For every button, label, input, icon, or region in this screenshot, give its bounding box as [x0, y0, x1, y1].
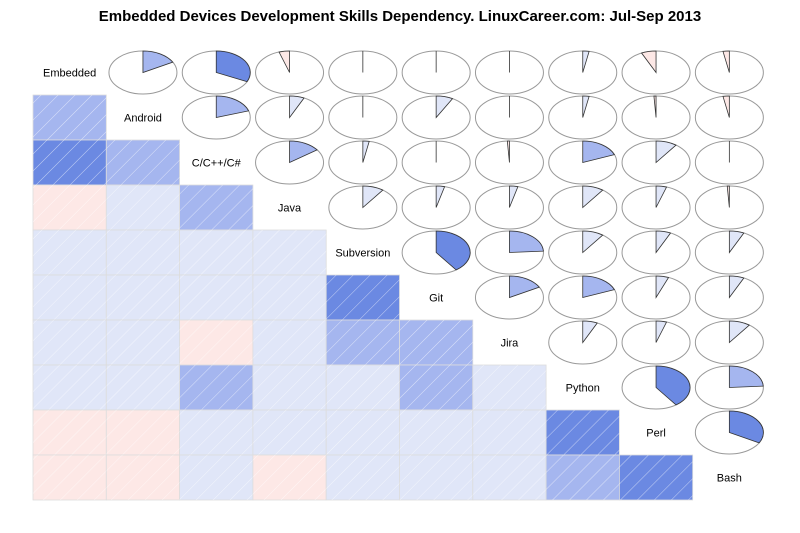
pie-slice	[728, 410, 764, 444]
shade-hatch	[326, 455, 400, 500]
shade-hatch	[326, 320, 400, 365]
pie-slice	[278, 50, 290, 73]
shade-hatch	[33, 365, 107, 410]
shade-hatch	[326, 365, 400, 410]
pie-slice	[289, 140, 318, 164]
shade-hatch	[106, 320, 180, 365]
pie-slice	[509, 275, 540, 299]
variable-label: Git	[429, 293, 443, 305]
variable-label: Jira	[501, 338, 520, 350]
pie-slice	[582, 230, 604, 254]
shade-hatch	[106, 140, 180, 185]
pie-slice	[362, 185, 384, 209]
shade-hatch	[33, 230, 107, 275]
pie-slice	[728, 230, 745, 254]
shade-hatch	[326, 275, 400, 320]
pie-slice	[655, 140, 677, 164]
shade-hatch	[252, 455, 327, 500]
shade-hatch	[399, 320, 473, 365]
pie-slice	[728, 320, 751, 344]
shade-hatch	[399, 455, 473, 500]
shade-hatch	[399, 410, 473, 455]
shade-hatch	[619, 455, 693, 500]
shade-hatch	[179, 365, 253, 410]
shade-hatch	[252, 275, 327, 320]
pie-slice	[582, 275, 615, 299]
pie-slice	[289, 95, 305, 119]
variable-label: Android	[124, 113, 162, 125]
shade-hatch	[326, 410, 400, 455]
pie-slice	[655, 320, 668, 343]
shade-hatch	[179, 410, 253, 455]
variable-label: Embedded	[43, 68, 96, 80]
shade-hatch	[106, 455, 180, 500]
shade-hatch	[179, 185, 253, 230]
pie-slice	[655, 230, 672, 254]
shade-hatch	[106, 365, 180, 410]
variable-label: Java	[278, 203, 302, 215]
shade-hatch	[33, 320, 107, 365]
shade-hatch	[179, 455, 253, 500]
shade-hatch	[472, 410, 547, 455]
chart-title: Embedded Devices Development Skills Depe…	[98, 8, 702, 25]
pie-slice	[509, 230, 544, 253]
shade-hatch	[33, 275, 107, 320]
pie-slice	[582, 185, 604, 209]
pie-slice	[142, 50, 174, 74]
pie-slice	[215, 95, 250, 118]
shade-hatch	[472, 365, 547, 410]
shade-hatch	[106, 275, 180, 320]
variable-label: Bash	[717, 473, 742, 485]
shade-hatch	[179, 320, 253, 365]
shade-hatch	[33, 185, 107, 230]
pie-slice	[728, 275, 745, 299]
pie-slice	[722, 50, 730, 73]
pie-slice	[655, 365, 691, 406]
shade-hatch	[106, 230, 180, 275]
shade-hatch	[33, 410, 107, 455]
pie-slice	[655, 185, 668, 208]
shade-hatch	[179, 275, 253, 320]
pie-slice	[640, 50, 657, 74]
pie-slice	[582, 95, 590, 118]
shade-hatch	[179, 230, 253, 275]
shade-hatch	[252, 320, 327, 365]
variable-label: Python	[566, 383, 600, 395]
variable-label: C/C++/C#	[192, 158, 242, 170]
shade-hatch	[472, 455, 547, 500]
shade-hatch	[399, 365, 473, 410]
pie-slice	[362, 140, 370, 163]
shade-hatch	[33, 95, 107, 140]
pie-slice	[582, 320, 598, 344]
shade-hatch	[106, 410, 180, 455]
pie-slice	[582, 140, 615, 164]
pie-slice	[728, 365, 764, 388]
shade-hatch	[252, 230, 327, 275]
pie-slice	[435, 230, 471, 271]
shade-hatch	[252, 365, 327, 410]
pie-slice	[435, 185, 446, 208]
pie-slice	[726, 185, 730, 208]
pie-slice	[509, 185, 519, 208]
shade-hatch	[106, 185, 180, 230]
shade-hatch	[33, 455, 107, 500]
pie-slice	[506, 140, 510, 163]
pie-slice	[215, 50, 251, 83]
shade-hatch	[252, 410, 327, 455]
shade-hatch	[546, 410, 620, 455]
pie-slice	[722, 95, 730, 118]
shade-hatch	[546, 455, 620, 500]
pie-slice	[435, 95, 454, 119]
variable-label: Subversion	[335, 248, 390, 260]
variable-label: Perl	[646, 428, 666, 440]
pie-slice	[582, 50, 590, 73]
pie-slice	[653, 95, 657, 118]
pie-slice	[655, 275, 670, 299]
shade-hatch	[33, 140, 107, 185]
